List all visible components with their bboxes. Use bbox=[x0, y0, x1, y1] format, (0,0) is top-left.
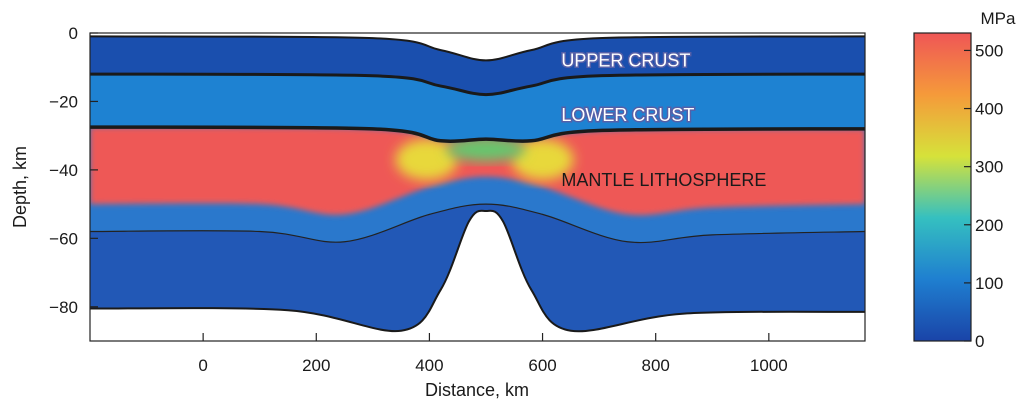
colorbar-tick-label: 300 bbox=[975, 158, 1003, 177]
colorbar-tick-label: 100 bbox=[975, 274, 1003, 293]
x-tick-label: 800 bbox=[642, 356, 670, 375]
upper-crust-base-boundary bbox=[90, 72, 865, 97]
surface-boundary bbox=[90, 35, 865, 62]
x-tick-label: 0 bbox=[198, 356, 207, 375]
plot-frame bbox=[89, 32, 866, 342]
layer-label-mantle-lithosphere: MANTLE LITHOSPHERE bbox=[561, 170, 766, 190]
lithosphere-base-boundary bbox=[90, 203, 865, 244]
layer-label-upper-crust: UPPER CRUST bbox=[561, 50, 690, 70]
x-tick-label: 200 bbox=[302, 356, 330, 375]
x-tick-label: 1000 bbox=[750, 356, 788, 375]
y-tick-label: −20 bbox=[49, 92, 78, 111]
mantle-lithosphere-high-stress bbox=[90, 127, 865, 216]
colorbar-tick-label: 0 bbox=[975, 332, 984, 351]
y-axis: 0 −20 −40 −60 −80 bbox=[49, 24, 98, 317]
stress-yellow-left bbox=[395, 139, 458, 181]
layer-label-lower-crust: LOWER CRUST bbox=[561, 105, 694, 125]
y-tick-label: −80 bbox=[49, 298, 78, 317]
y-tick-label: 0 bbox=[69, 24, 78, 43]
stress-yellow-right bbox=[511, 139, 574, 181]
moho-boundary bbox=[90, 125, 865, 144]
colorbar-tick-label: 500 bbox=[975, 41, 1003, 60]
colorbar bbox=[913, 32, 972, 342]
y-tick-label: −60 bbox=[49, 229, 78, 248]
stress-green-center bbox=[446, 137, 526, 162]
model-base-boundary bbox=[90, 209, 865, 333]
upper-crust-region bbox=[90, 36, 865, 95]
x-axis-label: Distance, km bbox=[425, 380, 529, 400]
x-tick-label: 400 bbox=[415, 356, 443, 375]
colorbar-unit: MPa bbox=[981, 9, 1017, 28]
colorbar-tick-label: 400 bbox=[975, 100, 1003, 119]
y-axis-label: Depth, km bbox=[10, 146, 30, 228]
colorbar-axis: 0 100 200 300 400 500 bbox=[964, 41, 1003, 351]
y-tick-label: −40 bbox=[49, 161, 78, 180]
colorbar-tick-label: 200 bbox=[975, 216, 1003, 235]
x-tick-label: 600 bbox=[528, 356, 556, 375]
stress-field bbox=[90, 35, 865, 333]
x-axis: 0 200 400 600 800 1000 bbox=[198, 333, 788, 375]
lower-crust-region bbox=[90, 74, 865, 142]
